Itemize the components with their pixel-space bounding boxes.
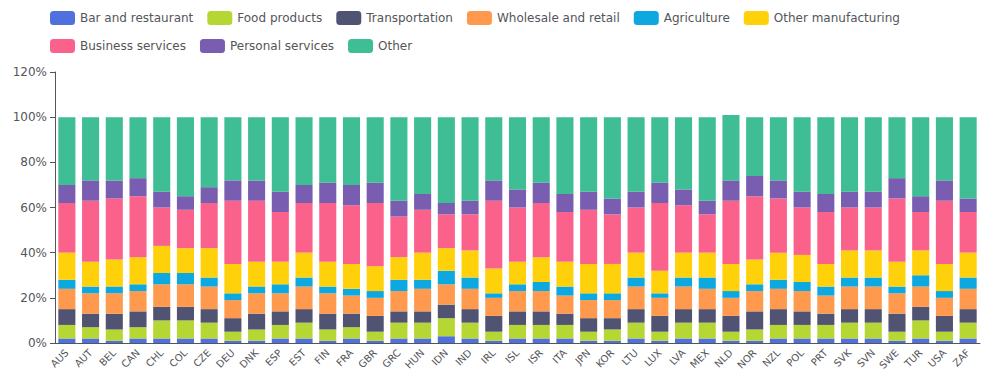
svg-text:GBR: GBR xyxy=(356,347,379,370)
svg-text:80%: 80% xyxy=(20,155,47,169)
svg-text:FRA: FRA xyxy=(334,347,355,368)
svg-text:LTU: LTU xyxy=(620,347,640,367)
svg-text:AUT: AUT xyxy=(72,346,95,369)
svg-text:60%: 60% xyxy=(20,201,47,215)
svg-text:POL: POL xyxy=(784,347,806,369)
svg-text:Personal services: Personal services xyxy=(230,39,334,53)
svg-text:ISL: ISL xyxy=(503,347,522,366)
svg-text:CHL: CHL xyxy=(144,347,166,369)
svg-text:Food products: Food products xyxy=(237,11,322,25)
svg-text:NLD: NLD xyxy=(712,347,735,370)
svg-text:COL: COL xyxy=(167,347,190,370)
svg-text:100%: 100% xyxy=(13,110,47,124)
svg-text:NOR: NOR xyxy=(735,347,759,371)
svg-text:GRC: GRC xyxy=(380,347,403,370)
svg-text:Transportation: Transportation xyxy=(365,11,453,25)
svg-text:Wholesale and retail: Wholesale and retail xyxy=(497,11,620,25)
svg-text:Agriculture: Agriculture xyxy=(664,11,730,25)
svg-text:DNK: DNK xyxy=(237,347,260,370)
svg-text:TUR: TUR xyxy=(902,347,925,370)
svg-text:ISR: ISR xyxy=(526,347,545,366)
svg-text:LUX: LUX xyxy=(642,347,663,368)
svg-text:CAN: CAN xyxy=(119,347,142,370)
svg-text:Other manufacturing: Other manufacturing xyxy=(774,11,900,25)
svg-text:IRL: IRL xyxy=(479,347,498,366)
svg-text:USA: USA xyxy=(926,347,949,370)
svg-text:BEL: BEL xyxy=(97,347,118,368)
svg-text:SVN: SVN xyxy=(855,347,877,369)
svg-text:NZL: NZL xyxy=(760,347,782,369)
svg-text:ZAF: ZAF xyxy=(951,347,973,369)
svg-text:LVA: LVA xyxy=(667,347,687,367)
svg-text:Other: Other xyxy=(378,39,412,53)
svg-text:120%: 120% xyxy=(13,65,47,79)
svg-text:0%: 0% xyxy=(28,336,47,350)
svg-text:AUS: AUS xyxy=(48,347,70,369)
svg-text:MEX: MEX xyxy=(688,347,711,370)
svg-text:IND: IND xyxy=(453,347,474,368)
svg-text:ESP: ESP xyxy=(263,347,284,368)
svg-text:KOR: KOR xyxy=(594,347,617,370)
svg-text:HUN: HUN xyxy=(403,347,427,371)
svg-text:40%: 40% xyxy=(20,246,47,260)
svg-text:SWE: SWE xyxy=(877,347,901,371)
svg-text:SVK: SVK xyxy=(832,347,854,369)
svg-text:EST: EST xyxy=(287,346,309,368)
svg-text:PRT: PRT xyxy=(809,346,830,367)
svg-text:Business services: Business services xyxy=(80,39,186,53)
svg-text:20%: 20% xyxy=(20,291,47,305)
svg-text:DEU: DEU xyxy=(214,347,237,370)
svg-text:Bar and restaurant: Bar and restaurant xyxy=(80,11,194,25)
svg-text:JPN: JPN xyxy=(572,347,592,367)
svg-text:ITA: ITA xyxy=(550,347,569,366)
svg-text:CZE: CZE xyxy=(191,347,213,369)
svg-text:FIN: FIN xyxy=(312,347,331,366)
svg-text:IDN: IDN xyxy=(430,347,451,368)
